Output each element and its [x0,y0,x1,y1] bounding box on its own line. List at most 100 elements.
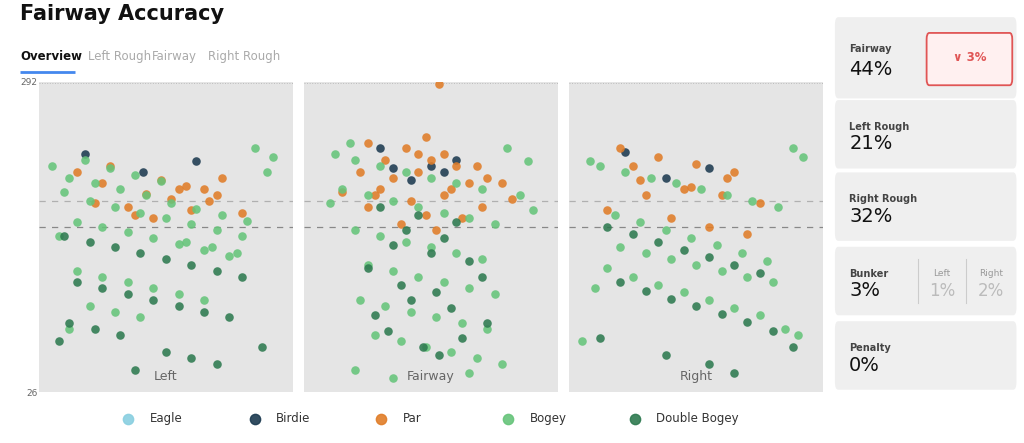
Point [663,295,679,302]
Point [170,186,186,193]
Point [163,195,179,202]
Point [221,314,238,321]
Point [43,162,59,169]
Point [204,244,220,251]
Point [688,261,705,268]
Point [650,238,667,245]
Point [397,226,414,233]
Point [385,241,401,249]
Text: Penalty: Penalty [849,343,891,353]
Point [683,235,699,242]
Point [233,232,250,239]
Point [402,176,419,183]
Point [392,337,409,344]
Point [625,162,641,169]
Point [106,203,123,210]
Point [228,250,245,257]
Point [688,160,705,167]
Point [461,215,477,222]
Point [69,279,85,286]
Point [739,273,756,280]
Point [693,186,710,193]
Point [372,203,388,210]
Point [347,156,364,163]
Point [239,217,255,224]
Point [94,285,111,292]
Point [726,305,742,312]
Point [411,151,427,158]
Point [112,186,128,193]
Point [120,291,136,298]
Point [385,267,401,274]
Point [372,186,388,193]
Point [372,232,388,239]
Point [449,218,465,225]
Point [764,328,780,335]
Point [359,265,376,272]
Point [69,267,85,274]
Point [132,314,148,321]
Point [132,209,148,216]
Point [573,337,590,344]
Point [259,168,275,175]
Point [411,168,427,175]
Point [214,211,230,218]
Text: Right: Right [979,269,1004,278]
Point [416,343,432,350]
Point [524,206,541,214]
Point [435,168,452,175]
Point [479,174,496,181]
Point [454,320,470,327]
Point [599,223,615,230]
Point [163,200,179,207]
Text: Double Bogey: Double Bogey [656,412,739,425]
Point [61,174,78,181]
Text: 2%: 2% [978,282,1005,299]
Point [158,349,174,356]
Text: Eagle: Eagle [150,412,182,425]
Point [183,221,200,228]
Point [617,168,634,175]
FancyBboxPatch shape [835,17,1017,98]
Point [196,186,212,193]
Point [82,302,98,309]
Point [499,145,515,152]
Point [137,190,154,198]
Point [127,172,143,179]
Point [82,197,98,204]
Point [734,250,751,257]
Point [56,232,73,239]
Point [402,296,419,303]
Point [486,221,503,228]
Point [188,158,205,165]
Point [504,195,520,202]
Point [454,335,470,342]
Point [380,328,396,335]
Point [700,253,717,260]
Point [183,261,200,268]
Point [474,186,490,193]
Text: 32%: 32% [849,207,893,225]
Point [430,351,446,358]
Point [392,221,409,228]
Point [617,148,634,155]
Point [137,191,154,198]
Point [347,226,364,233]
Point [327,151,343,158]
Point [752,270,768,277]
Point [784,145,801,152]
Point [474,256,490,263]
Text: Right Rough: Right Rough [208,50,281,63]
Point [153,176,169,183]
Point [676,288,692,295]
Point [790,331,806,338]
Point [69,168,85,175]
Point [752,311,768,319]
Point [201,197,217,204]
Point [607,211,624,218]
Point [188,206,205,213]
Point [435,279,452,286]
Text: Par: Par [403,412,422,425]
Point [700,223,717,230]
Point [587,285,603,292]
